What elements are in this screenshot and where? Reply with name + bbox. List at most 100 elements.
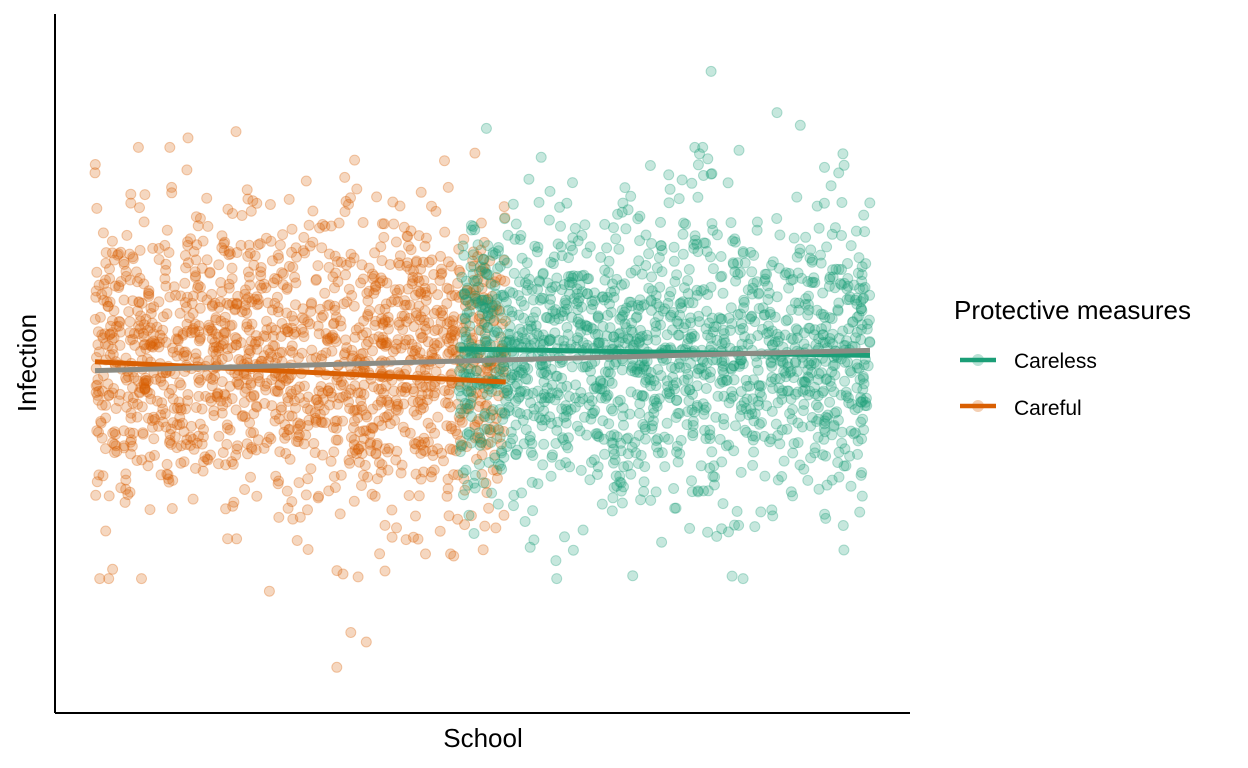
data-point-careful (391, 338, 403, 350)
data-point-careful (464, 399, 476, 411)
data-point-careless (799, 384, 811, 396)
data-point-careful (200, 390, 212, 402)
data-point-careless (624, 408, 636, 420)
data-point-careless (802, 389, 814, 401)
data-point-careless (466, 411, 477, 422)
data-point-careful (126, 440, 138, 452)
data-point-careless (460, 464, 472, 476)
data-point-careful (430, 205, 442, 217)
data-point-careful (283, 410, 295, 422)
data-point-careful (131, 411, 143, 423)
data-point-careful (344, 387, 355, 399)
data-point-careless (606, 437, 618, 449)
data-point-careful (299, 397, 310, 409)
data-point-careful (297, 326, 309, 338)
data-point-careful (167, 342, 178, 354)
data-point-careful (471, 453, 482, 465)
data-point-careless (477, 254, 489, 265)
data-point-careful (439, 226, 451, 238)
data-point-careful (444, 316, 455, 328)
data-point-careful (149, 413, 161, 425)
data-point-careful (136, 454, 148, 466)
data-point-careful (119, 496, 131, 508)
data-point-careless (691, 380, 703, 392)
data-point-careful (378, 218, 390, 230)
data-point-careful (375, 338, 387, 350)
data-point-careless (820, 450, 832, 462)
data-point-careful (490, 272, 502, 283)
data-point-careful (345, 384, 357, 395)
data-point-careless (805, 359, 817, 371)
data-point-careless (619, 182, 631, 194)
data-point-careful (100, 274, 111, 286)
data-point-careless (728, 374, 740, 386)
data-point-careful (413, 285, 425, 297)
data-point-careful (274, 379, 286, 391)
data-point-careful (404, 427, 416, 439)
data-point-careful (109, 426, 121, 438)
data-point-careless (737, 358, 749, 370)
data-point-careful (181, 434, 193, 446)
data-point-careful (408, 405, 420, 417)
data-point-careful (262, 297, 274, 309)
data-point-careful (242, 292, 254, 304)
data-point-careless (836, 437, 848, 449)
data-point-careless (821, 412, 833, 424)
data-point-careless (603, 418, 615, 430)
data-point-careful (290, 402, 301, 414)
data-point-careful (435, 307, 447, 319)
data-point-careful (154, 329, 166, 341)
data-point-careless (465, 437, 477, 449)
data-point-careless (567, 272, 579, 284)
data-point-careful (426, 283, 438, 295)
data-point-careless (711, 530, 723, 542)
data-point-careful (296, 323, 308, 335)
data-point-careful (480, 294, 492, 306)
data-point-careless (454, 365, 466, 377)
data-point-careful (132, 398, 144, 410)
data-point-careful (407, 271, 419, 283)
data-point-careless (675, 434, 687, 446)
data-point-careless (575, 326, 587, 338)
data-point-careful (352, 571, 364, 583)
data-point-careless (771, 213, 783, 224)
data-point-careless (707, 326, 719, 338)
data-point-careful (217, 447, 229, 458)
data-point-careless (700, 323, 712, 335)
data-point-careless (538, 388, 550, 400)
legend-title: Protective measures (954, 295, 1191, 325)
data-point-careful (201, 294, 213, 306)
data-point-careful (97, 227, 109, 239)
data-point-careless (803, 290, 814, 302)
data-point-careful (374, 548, 386, 560)
data-point-careful (215, 315, 227, 327)
data-point-careful (246, 335, 257, 347)
data-point-careless (611, 431, 623, 443)
data-point-careless (707, 263, 719, 275)
data-point-careful (356, 400, 368, 412)
data-point-careful (245, 377, 257, 389)
data-point-careful (472, 251, 484, 263)
data-point-careful (288, 315, 300, 327)
data-point-careless (837, 148, 849, 160)
data-point-careful (421, 394, 433, 406)
data-point-careless (618, 419, 629, 431)
data-point-careful (270, 408, 282, 420)
data-point-careful (310, 416, 322, 428)
data-point-careless (798, 398, 810, 410)
data-point-careful (464, 287, 476, 299)
data-point-careless (525, 397, 536, 409)
data-point-careful (405, 244, 417, 256)
data-point-careful (371, 438, 383, 449)
data-point-careful (92, 326, 104, 338)
data-point-careless (686, 177, 698, 189)
data-point-careless (454, 446, 466, 458)
data-point-careless (474, 433, 486, 445)
data-point-careful (334, 392, 345, 404)
data-point-careful (337, 379, 349, 391)
data-point-careful (461, 441, 473, 453)
data-point-careful (107, 563, 119, 575)
data-point-careless (455, 441, 467, 452)
data-point-careless (691, 238, 703, 250)
